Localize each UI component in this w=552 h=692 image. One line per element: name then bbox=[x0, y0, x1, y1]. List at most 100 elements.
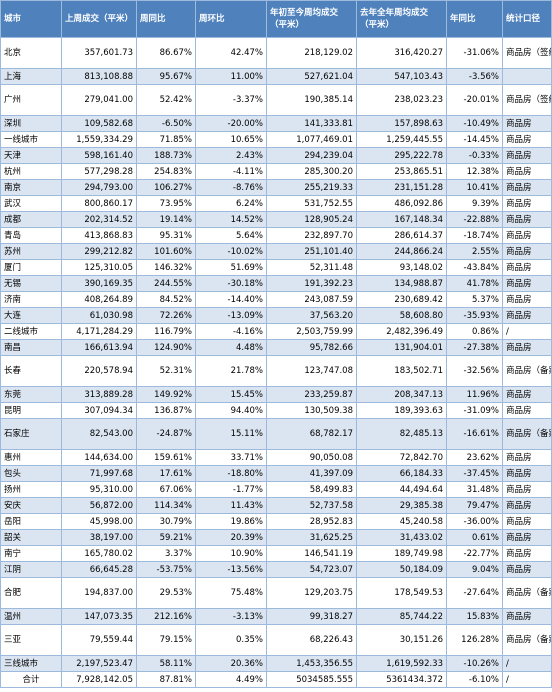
cell-last-week: 299,212.82 bbox=[61, 243, 137, 260]
cell-city: 三亚 bbox=[0, 624, 62, 656]
header-last-week: 上周成交（平米） bbox=[61, 0, 137, 38]
cell-last-year-avg: 85,744.22 bbox=[356, 608, 447, 625]
table-row: 安庆 56,872.00 114.34% 11.43% 52,737.58 29,385.… bbox=[0, 497, 552, 514]
cell-city: 长春 bbox=[0, 355, 62, 387]
cell-last-year-avg: 1,259,445.55 bbox=[356, 131, 447, 148]
cell-ytd-avg: 527,621.04 bbox=[266, 68, 357, 85]
header-year-yoy: 年同比 bbox=[446, 0, 503, 38]
cell-last-year-avg: 82,485.13 bbox=[356, 418, 447, 450]
cell-week-mom: 0.35% bbox=[195, 624, 267, 656]
cell-last-week: 1,559,334.29 bbox=[61, 131, 137, 148]
cell-last-year-avg: 244,866.24 bbox=[356, 243, 447, 260]
cell-last-week: 71,997.68 bbox=[61, 465, 137, 482]
cell-last-year-avg: 238,023.23 bbox=[356, 84, 447, 116]
cell-ytd-avg: 28,952.83 bbox=[266, 513, 357, 530]
cell-city: 无锡 bbox=[0, 275, 62, 292]
cell-last-year-avg: 66,184.33 bbox=[356, 465, 447, 482]
cell-stat-basis: 商品房（备案） bbox=[502, 624, 552, 656]
cell-last-year-avg: 44,494.64 bbox=[356, 481, 447, 498]
cell-week-yoy: 149.92% bbox=[136, 386, 196, 403]
cell-stat-basis: 商品房 bbox=[502, 386, 552, 403]
cell-week-mom: -3.37% bbox=[195, 84, 267, 116]
cell-year-yoy: -43.84% bbox=[446, 259, 503, 276]
cell-last-week: 294,793.00 bbox=[61, 179, 137, 196]
cell-city: 合肥 bbox=[0, 577, 62, 609]
table-row: 武汉 800,860.17 73.95% 6.24% 531,752.55 486,092… bbox=[0, 195, 552, 212]
cell-stat-basis: 商品房 bbox=[502, 529, 552, 546]
table-row: 江阴 66,645.28 -53.75% -13.56% 54,723.07 50,184… bbox=[0, 561, 552, 578]
cell-week-mom: 21.78% bbox=[195, 355, 267, 387]
table-row: 南京 294,793.00 106.27% -8.76% 255,219.33 231,1… bbox=[0, 179, 552, 196]
cell-week-yoy: 30.79% bbox=[136, 513, 196, 530]
table-row: 包头 71,997.68 17.61% -18.80% 41,397.09 66,184.… bbox=[0, 465, 552, 482]
cell-week-yoy: 159.61% bbox=[136, 449, 196, 466]
cell-week-mom: 51.69% bbox=[195, 259, 267, 276]
cell-ytd-avg: 41,397.09 bbox=[266, 465, 357, 482]
cell-last-year-avg: 547,103.43 bbox=[356, 68, 447, 85]
cell-ytd-avg: 251,101.40 bbox=[266, 243, 357, 260]
cell-year-yoy: -22.88% bbox=[446, 211, 503, 228]
cell-week-mom: 4.48% bbox=[195, 339, 267, 356]
cell-year-yoy: 0.86% bbox=[446, 323, 503, 340]
cell-city: 济南 bbox=[0, 291, 62, 308]
cell-year-yoy: 15.83% bbox=[446, 608, 503, 625]
cell-last-year-avg: 286,614.37 bbox=[356, 227, 447, 244]
table-row: 大连 61,030.98 72.26% -13.09% 37,563.20 58,608.… bbox=[0, 307, 552, 324]
cell-last-year-avg: 45,240.58 bbox=[356, 513, 447, 530]
cell-stat-basis: 商品房 bbox=[502, 402, 552, 419]
cell-last-week: 390,169.35 bbox=[61, 275, 137, 292]
cell-last-week: 7,928,142.05 bbox=[61, 671, 137, 688]
cell-week-mom: 4.49% bbox=[195, 671, 267, 688]
cell-week-yoy: 114.34% bbox=[136, 497, 196, 514]
cell-last-week: 45,998.00 bbox=[61, 513, 137, 530]
cell-stat-basis: 商品房 bbox=[502, 147, 552, 164]
cell-last-week: 813,108.88 bbox=[61, 68, 137, 85]
cell-week-yoy: 52.42% bbox=[136, 84, 196, 116]
cell-week-mom: -4.11% bbox=[195, 163, 267, 180]
cell-city: 成都 bbox=[0, 211, 62, 228]
cell-ytd-avg: 58,499.83 bbox=[266, 481, 357, 498]
cell-week-mom: 20.36% bbox=[195, 655, 267, 672]
cell-last-week: 4,171,284.29 bbox=[61, 323, 137, 340]
table-row: 深圳 109,582.68 -6.50% -20.00% 141,333.81 157,8… bbox=[0, 115, 552, 132]
cell-stat-basis: 商品房 bbox=[502, 307, 552, 324]
cell-year-yoy: 12.38% bbox=[446, 163, 503, 180]
cell-last-week: 413,868.83 bbox=[61, 227, 137, 244]
cell-year-yoy: -35.93% bbox=[446, 307, 503, 324]
table-row: 合肥 194,837.00 29.53% 75.48% 129,203.75 178,54… bbox=[0, 577, 552, 609]
table-row: 岳阳 45,998.00 30.79% 19.86% 28,952.83 45,240.5… bbox=[0, 513, 552, 530]
cell-week-mom: 14.52% bbox=[195, 211, 267, 228]
cell-week-yoy: 52.31% bbox=[136, 355, 196, 387]
cell-ytd-avg: 54,723.07 bbox=[266, 561, 357, 578]
cell-stat-basis: / bbox=[502, 655, 552, 672]
cell-stat-basis: 商品房 bbox=[502, 291, 552, 308]
cell-last-week: 79,559.44 bbox=[61, 624, 137, 656]
cell-last-year-avg: 230,689.42 bbox=[356, 291, 447, 308]
cell-ytd-avg: 1,077,469.01 bbox=[266, 131, 357, 148]
cell-city: 青岛 bbox=[0, 227, 62, 244]
cell-city: 包头 bbox=[0, 465, 62, 482]
cell-stat-basis: 商品房 bbox=[502, 211, 552, 228]
table-row: 温州 147,073.35 212.16% -3.13% 99,318.27 85,744… bbox=[0, 608, 552, 625]
cell-week-mom: 10.90% bbox=[195, 545, 267, 562]
table-row: 济南 408,264.89 84.52% -14.40% 243,087.59 230,6… bbox=[0, 291, 552, 308]
cell-year-yoy: -20.01% bbox=[446, 84, 503, 116]
cell-week-mom: -4.16% bbox=[195, 323, 267, 340]
cell-week-yoy: 146.32% bbox=[136, 259, 196, 276]
cell-ytd-avg: 128,905.24 bbox=[266, 211, 357, 228]
cell-ytd-avg: 123,747.08 bbox=[266, 355, 357, 387]
cell-city: 安庆 bbox=[0, 497, 62, 514]
cell-last-week: 165,780.02 bbox=[61, 545, 137, 562]
cell-last-year-avg: 208,347.13 bbox=[356, 386, 447, 403]
cell-last-year-avg: 31,433.02 bbox=[356, 529, 447, 546]
cell-last-year-avg: 29,385.38 bbox=[356, 497, 447, 514]
cell-ytd-avg: 99,318.27 bbox=[266, 608, 357, 625]
cell-stat-basis: 商品房 bbox=[502, 195, 552, 212]
cell-year-yoy: -22.77% bbox=[446, 545, 503, 562]
cell-stat-basis: 商品房 bbox=[502, 608, 552, 625]
cell-week-mom: -14.40% bbox=[195, 291, 267, 308]
cell-city: 大连 bbox=[0, 307, 62, 324]
cell-stat-basis: 商品房 bbox=[502, 481, 552, 498]
cell-week-yoy: 59.21% bbox=[136, 529, 196, 546]
